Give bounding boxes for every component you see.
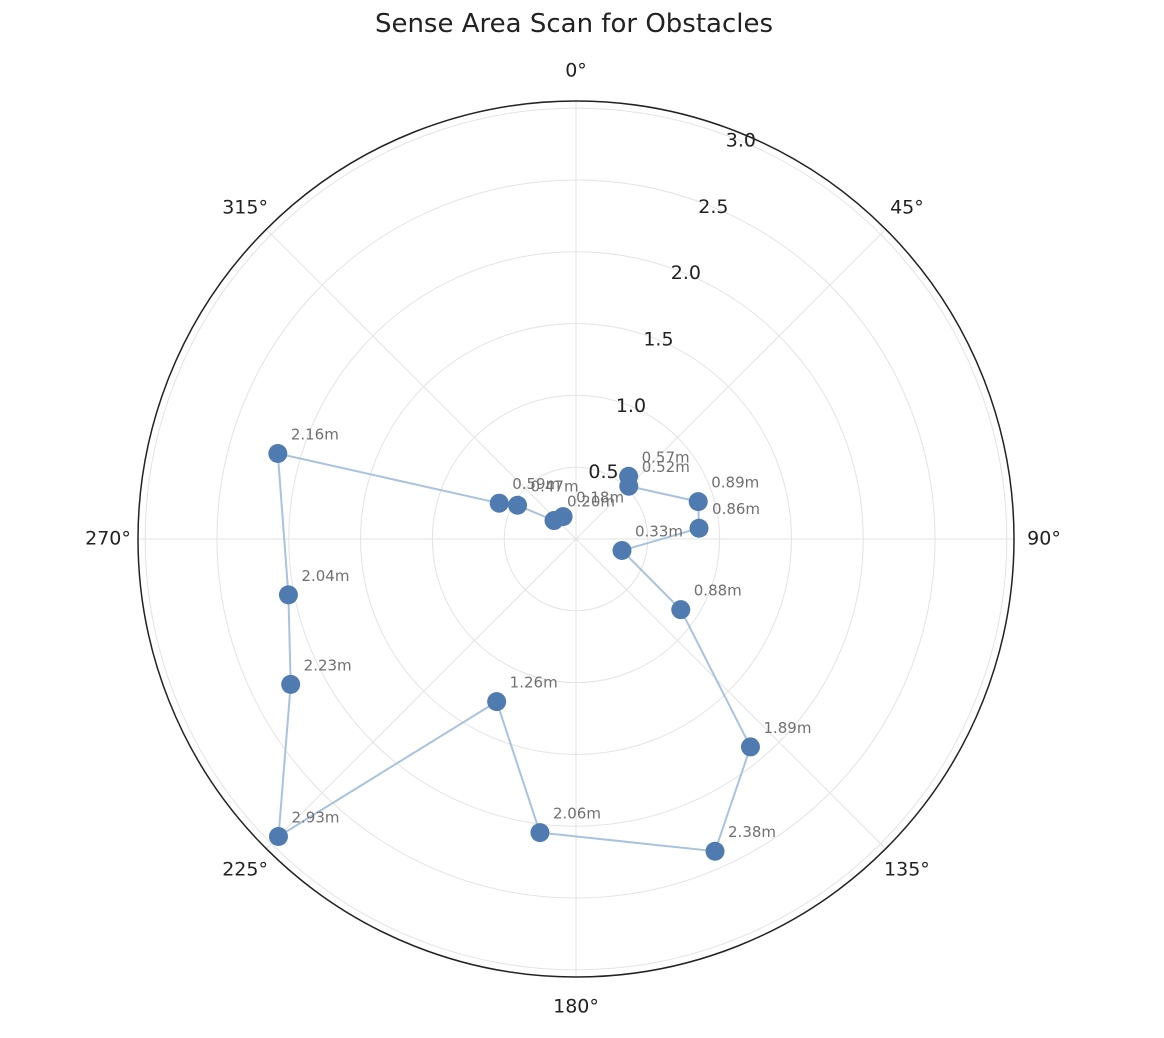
radial-tick-label-5: 3.0 xyxy=(726,129,756,151)
scan-point-2 xyxy=(688,492,708,512)
scan-point-14 xyxy=(489,493,509,513)
distance-label-6: 1.89m xyxy=(763,719,811,737)
distance-label-3: 0.86m xyxy=(712,500,760,518)
radial-tick-labels: 0.5 1.0 1.5 2.0 2.5 3.0 xyxy=(588,129,756,483)
angle-tick-labels: 0° 45° 90° 135° 180° 225° 270° 315° xyxy=(85,60,1061,1018)
scan-point-17 xyxy=(553,507,573,527)
distance-label-7: 2.38m xyxy=(728,823,776,841)
scan-point-5 xyxy=(671,600,691,620)
chart-title: Sense Area Scan for Obstacles xyxy=(375,9,773,39)
grid-spoke-3 xyxy=(575,538,887,850)
distance-label-8: 2.06m xyxy=(553,805,601,823)
polar-frame xyxy=(137,100,1015,978)
radial-tick-label-2: 1.5 xyxy=(643,328,673,350)
scan-point-11 xyxy=(281,674,301,694)
distance-label-0: 0.57m xyxy=(642,448,690,466)
angle-tick-label-2: 90° xyxy=(1027,528,1061,550)
distance-label-1: 0.52m xyxy=(642,458,690,476)
angle-tick-label-4: 180° xyxy=(553,996,599,1018)
radial-tick-label-1: 1.0 xyxy=(616,395,646,417)
distance-label-17: 0.18m xyxy=(576,489,624,507)
distance-label-2: 0.89m xyxy=(711,474,759,492)
distance-label-11: 2.23m xyxy=(304,656,352,674)
distance-label-5: 0.88m xyxy=(694,582,742,600)
grid-spoke-5 xyxy=(265,538,577,850)
distance-label-9: 1.26m xyxy=(510,674,558,692)
angle-tick-label-5: 225° xyxy=(222,858,268,880)
distance-label-13: 2.16m xyxy=(291,426,339,444)
radial-tick-label-4: 2.5 xyxy=(698,196,728,218)
distance-label-15: 0.47m xyxy=(531,477,579,495)
scan-point-8 xyxy=(530,823,550,843)
scan-point-6 xyxy=(740,737,760,757)
polar-grid xyxy=(137,100,1015,978)
distance-label-10: 2.93m xyxy=(291,809,339,827)
scan-point-7 xyxy=(705,841,725,861)
angle-tick-label-0: 0° xyxy=(565,60,587,82)
grid-spoke-7 xyxy=(265,228,577,540)
scan-points xyxy=(268,444,760,861)
scan-point-4 xyxy=(612,540,632,560)
distance-label-12: 2.04m xyxy=(301,567,349,585)
distance-label-16: 0.20m xyxy=(567,493,615,511)
scan-point-15 xyxy=(508,495,528,515)
scan-point-10 xyxy=(268,827,288,847)
radial-tick-label-0: 0.5 xyxy=(588,461,618,483)
distance-label-14: 0.59m xyxy=(512,475,560,493)
scan-point-9 xyxy=(487,692,507,712)
angle-tick-label-3: 135° xyxy=(884,858,930,880)
angle-tick-label-1: 45° xyxy=(890,197,924,219)
scan-point-1 xyxy=(619,476,639,496)
scan-point-12 xyxy=(278,585,298,605)
scan-point-3 xyxy=(689,518,709,538)
scan-point-13 xyxy=(268,444,288,463)
angle-tick-label-6: 270° xyxy=(85,528,131,550)
distance-label-4: 0.33m xyxy=(635,522,683,540)
radial-tick-label-3: 2.0 xyxy=(671,262,701,284)
angle-tick-label-7: 315° xyxy=(222,197,268,219)
